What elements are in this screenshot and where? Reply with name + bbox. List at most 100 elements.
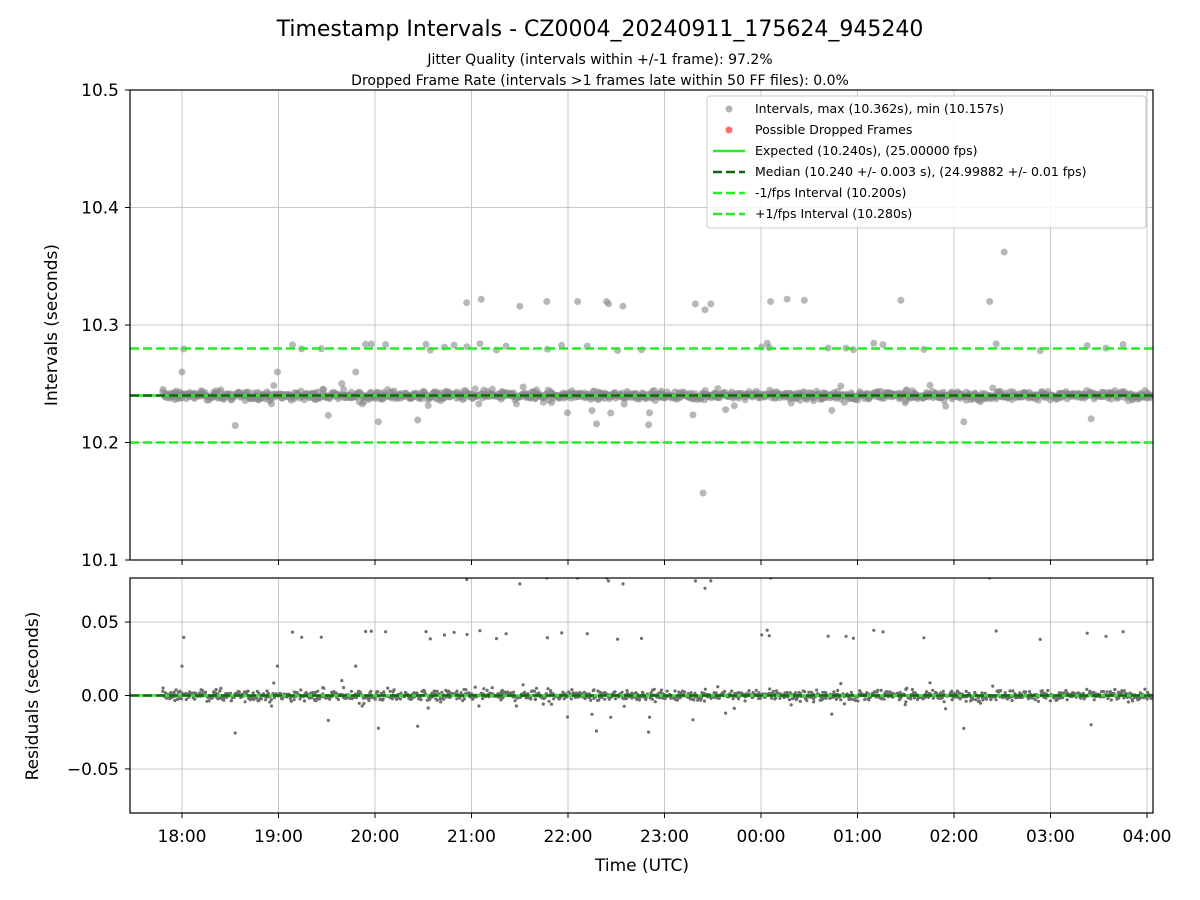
top-reference-lines [130,347,1153,444]
interval-point [828,406,836,414]
interval-outlier-point [699,489,707,497]
legend-label-intervals: Intervals, max (10.362s), min (10.157s) [755,101,1004,116]
residual-point [793,691,798,695]
residual-point [778,696,782,701]
residual-point [314,699,318,703]
residual-point [174,688,178,692]
residual-point [731,697,735,701]
residual-point [658,690,663,695]
residual-point [384,630,388,634]
interval-outlier-point [543,298,551,305]
residual-point [533,697,538,701]
residual-point [342,686,346,690]
interval-point [870,339,878,347]
residual-point [1044,696,1048,700]
residual-point [500,688,504,693]
interval-outlier-point [605,300,612,308]
residual-point [1145,697,1149,701]
residual-point [689,691,693,695]
legend-label-dropped: Possible Dropped Frames [755,122,912,137]
interval-outlier-point [707,300,715,308]
residual-point [1117,696,1121,700]
interval-point [512,400,520,408]
residual-point [859,691,863,695]
residual-point [675,698,680,702]
bottom-y-axis-label: Residuals (seconds) [23,612,43,781]
residual-point [369,629,373,633]
residual-point [716,685,720,689]
residual-point [754,688,758,692]
residual-point [789,703,793,707]
interval-point [476,340,484,348]
residual-point [340,679,344,683]
legend-box [706,95,1147,229]
residual-point [839,682,843,686]
residual-point [973,691,977,695]
interval-point [926,381,934,389]
residual-point [1122,689,1126,693]
residual-point [424,630,428,634]
residual-point [1024,690,1028,694]
residual-point [354,696,359,700]
interval-point [382,341,390,348]
residual-outlier-point [709,579,713,583]
residual-point [552,697,556,701]
residual-point [467,691,471,695]
residual-point [639,636,644,641]
interval-point [722,406,730,414]
residual-point [416,724,420,728]
residual-point [369,689,373,694]
residual-outlier-point [180,664,184,668]
residual-point [251,691,255,695]
interval-point [367,340,375,348]
residual-point [222,696,226,700]
interval-outlier-point [800,296,808,304]
residual-point [272,681,276,685]
residual-point [1031,696,1035,700]
residual-point [462,697,466,701]
residual-point [922,636,926,640]
residual-point [233,731,237,735]
residual-point [1064,688,1068,693]
interval-outlier-point [701,306,709,314]
residual-point [1038,637,1042,642]
interval-point [645,421,653,429]
residual-point [482,687,486,691]
interval-point [960,418,968,426]
residual-point [368,696,372,700]
interval-point [564,409,571,417]
residual-point [767,691,771,696]
residual-point [613,690,617,694]
top-y-ticks: 10.1 10.2 10.3 10.4 10.5 [81,81,130,571]
residual-point [428,697,432,702]
residual-point [547,699,551,703]
residual-point [758,696,763,700]
residual-point [853,698,858,703]
residual-point [821,697,825,701]
chart-subtitle-jitter: Jitter Quality (intervals within +/-1 fr… [426,52,772,68]
residual-point [785,690,789,695]
interval-point [324,411,332,419]
residual-point [717,696,722,700]
residual-point [259,697,263,701]
residual-point [438,697,442,701]
residual-point [724,711,728,715]
residual-point [692,698,696,702]
residual-point [798,699,802,704]
residual-point [203,690,208,694]
x-tick-label: 01:00 [833,827,882,847]
residual-point [1081,691,1085,696]
interval-point [471,385,479,393]
residual-point [1085,631,1089,635]
bottom-y-tick-label: −0.05 [67,760,119,780]
interval-point [730,402,738,410]
residual-point [229,699,233,703]
residual-point [478,629,482,633]
x-tick-label: 19:00 [254,827,303,847]
residual-point [730,689,734,693]
residual-point [851,636,856,640]
residual-point [625,689,629,693]
residual-point [207,699,211,703]
residual-point [180,697,184,701]
residual-point [428,637,432,641]
